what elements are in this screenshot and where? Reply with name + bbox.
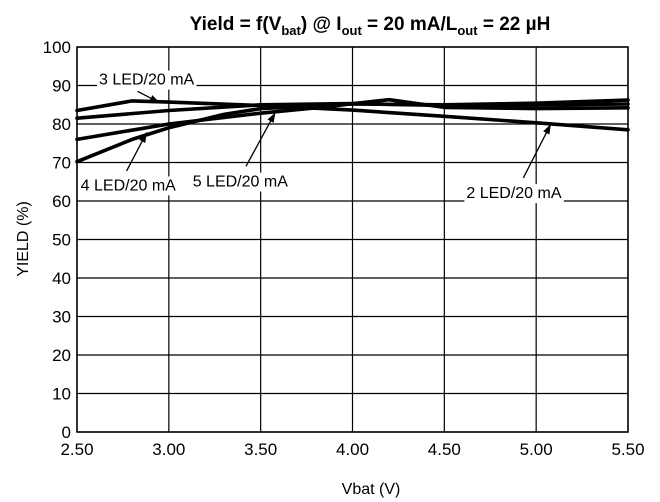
title-subscript: out xyxy=(457,23,478,38)
annotation-arrowhead xyxy=(139,132,147,143)
series-annotation: 5 LED/20 mA xyxy=(193,174,288,191)
series-annotation: 4 LED/20 mA xyxy=(81,177,176,194)
x-axis-label: Vbat (V) xyxy=(342,481,401,498)
x-tick-label: 5.50 xyxy=(611,440,644,459)
y-tick-label: 50 xyxy=(52,231,71,250)
y-axis-label: YIELD (%) xyxy=(15,201,32,277)
x-tick-label: 4.00 xyxy=(336,440,369,459)
x-tick-labels: 2.50 3.00 3.50 4.00 4.50 5.00 5.50 xyxy=(60,440,644,459)
y-tick-labels: 0 10 20 30 40 50 60 70 80 90 100 xyxy=(43,38,71,442)
series-line xyxy=(75,97,630,142)
annotation-leader xyxy=(522,123,552,179)
y-tick-label: 70 xyxy=(52,154,71,173)
y-tick-label: 30 xyxy=(52,308,71,327)
plot-frame xyxy=(76,46,629,433)
title-text: = 20 mA/L xyxy=(362,14,458,35)
title-text: Yield = f(V xyxy=(190,14,282,35)
y-tick-label: 0 xyxy=(62,423,71,442)
y-tick-label: 60 xyxy=(52,192,71,211)
annotation-bg xyxy=(464,184,564,204)
series-annotation: 3 LED/20 mA xyxy=(99,72,194,89)
annotation-bg xyxy=(97,70,197,90)
y-tick-label: 90 xyxy=(52,77,71,96)
annotation-leader xyxy=(245,112,276,167)
title-subscript: bat xyxy=(281,23,301,38)
x-tick-label: 3.00 xyxy=(152,440,185,459)
y-tick-label: 20 xyxy=(52,346,71,365)
x-tick-label: 3.50 xyxy=(244,440,277,459)
annotation-bg xyxy=(78,176,179,196)
x-tick-label: 4.50 xyxy=(428,440,461,459)
title-subscript: out xyxy=(342,23,363,38)
annotation-arrowhead xyxy=(543,124,551,135)
y-tick-label: 40 xyxy=(52,269,71,288)
x-tick-label: 2.50 xyxy=(60,440,93,459)
series-annotations: 3 LED/20 mA 4 LED/20 mA 5 LED/20 mA 2 LED/2… xyxy=(78,70,564,204)
annotation-arrowhead xyxy=(267,112,276,123)
title-text: ) @ I xyxy=(301,14,342,35)
y-tick-label: 10 xyxy=(52,385,71,404)
title-text: = 22 µH xyxy=(478,14,551,35)
x-tick-label: 5.00 xyxy=(520,440,553,459)
y-tick-label: 100 xyxy=(43,38,71,57)
chart-title: Yield = f(Vbat) @ Iout = 20 mA/Lout = 22… xyxy=(190,14,551,38)
y-tick-label: 80 xyxy=(52,115,71,134)
annotation-arrowhead xyxy=(149,95,160,103)
annotation-bg xyxy=(190,172,291,192)
series-annotation: 2 LED/20 mA xyxy=(466,185,561,202)
